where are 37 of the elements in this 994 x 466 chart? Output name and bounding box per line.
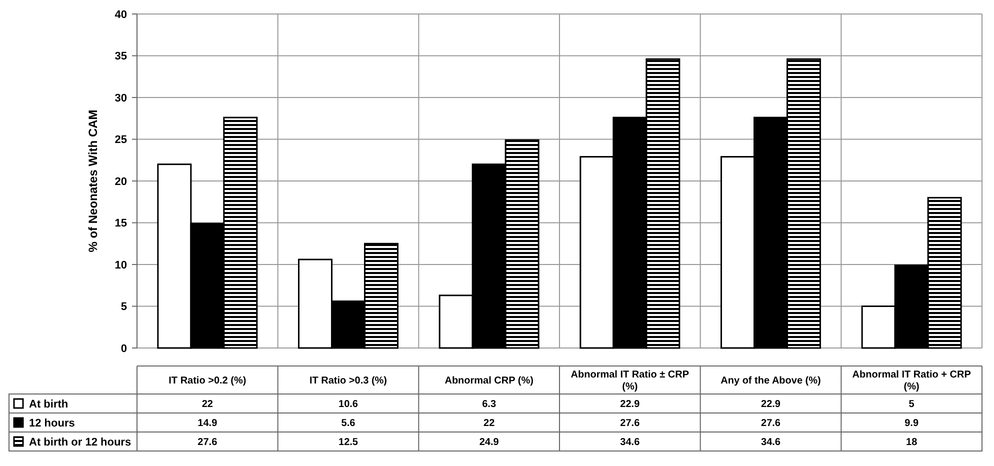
data-label: 27.6: [761, 418, 781, 429]
y-tick-label: 35: [114, 50, 127, 63]
x-tick-label: IT Ratio >0.2 (%): [168, 376, 246, 386]
legend-label: At birth or 12 hours: [29, 436, 132, 448]
y-tick-label: 20: [114, 176, 127, 188]
y-tick-label: 10: [114, 259, 127, 272]
data-label: 24.9: [479, 437, 500, 448]
data-label: 5: [908, 399, 915, 410]
y-tick-label: 25: [114, 134, 127, 146]
x-tick-label: IT Ratio >0.3 (%): [309, 376, 388, 386]
data-label: 12.5: [338, 437, 358, 448]
y-tick-label: 40: [114, 8, 127, 21]
data-label: 22: [202, 399, 214, 410]
x-tick-label: Abnormal CRP (%): [444, 376, 534, 386]
legend-label: 12 hours: [29, 417, 75, 430]
data-label: 27.6: [620, 418, 640, 429]
x-tick-label: Abnormal IT Ratio + CRP (%): [852, 370, 972, 392]
data-label: 22.9: [620, 399, 640, 410]
y-tick-label: 30: [114, 92, 127, 104]
data-label: 34.6: [620, 437, 640, 448]
data-label: 27.6: [198, 437, 218, 448]
y-tick-label: 15: [114, 218, 127, 230]
data-label: 18: [906, 437, 918, 448]
y-tick-label: 5: [120, 301, 127, 314]
data-label: 34.6: [761, 437, 781, 448]
data-label: 9.9: [904, 418, 919, 429]
x-tick-label: Abnormal IT Ratio ± CRP (%): [570, 370, 690, 392]
data-label: 14.9: [198, 418, 218, 429]
y-axis-title: % of Neonates With CAM: [86, 110, 100, 252]
x-tick-label: Any of the Above (%): [720, 376, 821, 386]
data-label: 22.9: [761, 399, 781, 410]
data-label: 6.3: [482, 399, 496, 410]
data-label: 22: [484, 418, 496, 429]
data-label: 10.6: [338, 399, 358, 410]
data-label: 5.6: [341, 418, 356, 429]
legend-label: At birth: [29, 398, 68, 410]
y-tick-label: 0: [120, 342, 127, 355]
